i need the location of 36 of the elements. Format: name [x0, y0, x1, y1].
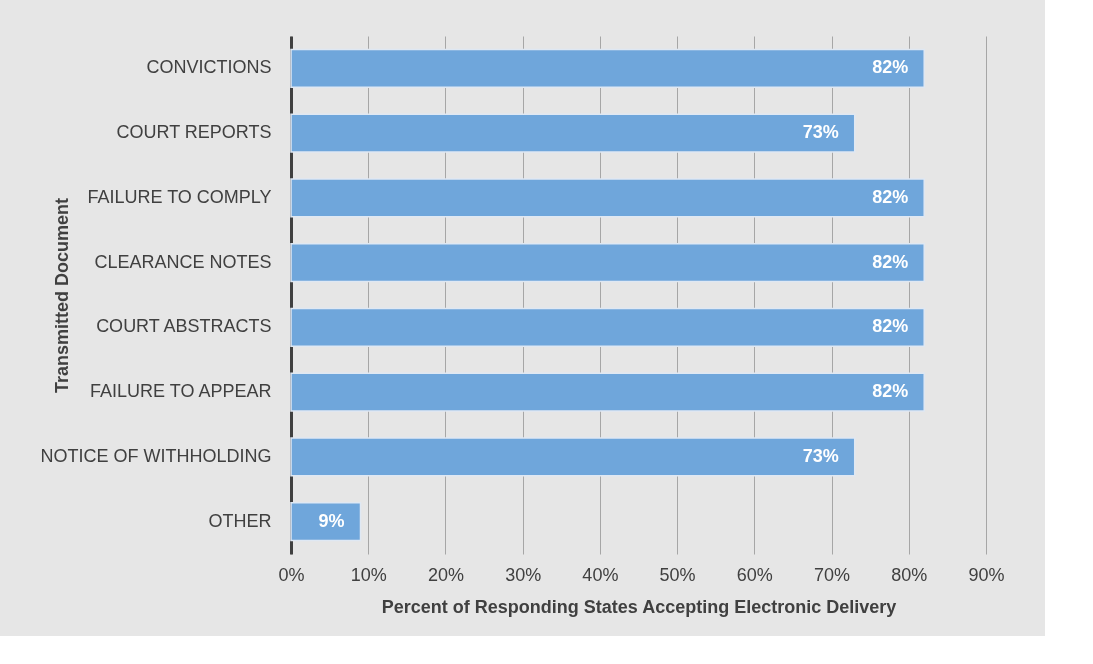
- x-tick-label: 0%: [278, 564, 305, 585]
- x-tick-label: 70%: [814, 564, 851, 585]
- x-tick-label: 30%: [505, 564, 542, 585]
- data-label: 82%: [872, 381, 909, 402]
- bar: [290, 243, 925, 283]
- data-label: 73%: [802, 445, 839, 466]
- y-tick-label: FAILURE TO APPEAR: [90, 381, 272, 402]
- data-label: 9%: [318, 510, 345, 531]
- y-tick-label: CONVICTIONS: [146, 57, 272, 78]
- bar: [290, 372, 925, 412]
- data-label: 82%: [872, 251, 909, 272]
- bar: [290, 307, 925, 347]
- y-tick-label: OTHER: [208, 510, 272, 531]
- x-tick-label: 50%: [659, 564, 696, 585]
- data-label: 82%: [872, 186, 909, 207]
- data-label: 82%: [872, 57, 909, 78]
- bar: [290, 178, 925, 218]
- y-tick-label: CLEARANCE NOTES: [94, 251, 272, 272]
- y-tick-label: FAILURE TO COMPLY: [87, 186, 272, 207]
- data-label: 73%: [802, 122, 839, 143]
- x-tick-label: 40%: [582, 564, 619, 585]
- data-label: 82%: [872, 316, 909, 337]
- x-tick-label: 10%: [350, 564, 387, 585]
- bar: [290, 437, 856, 477]
- bar: [290, 502, 362, 542]
- bar: [290, 113, 856, 153]
- y-tick-label: COURT ABSTRACTS: [96, 316, 272, 337]
- x-tick-label: 90%: [968, 564, 1005, 585]
- y-tick-label: COURT REPORTS: [116, 122, 272, 143]
- x-axis-title: Percent of Responding States Accepting Electronic Delivery: [381, 596, 897, 617]
- bar: [290, 48, 925, 88]
- y-axis-title: Transmitted Document: [51, 197, 72, 394]
- x-tick-label: 20%: [427, 564, 464, 585]
- y-tick-label: NOTICE OF WITHHOLDING: [40, 445, 272, 466]
- x-tick-label: 60%: [736, 564, 773, 585]
- x-tick-label: 80%: [891, 564, 928, 585]
